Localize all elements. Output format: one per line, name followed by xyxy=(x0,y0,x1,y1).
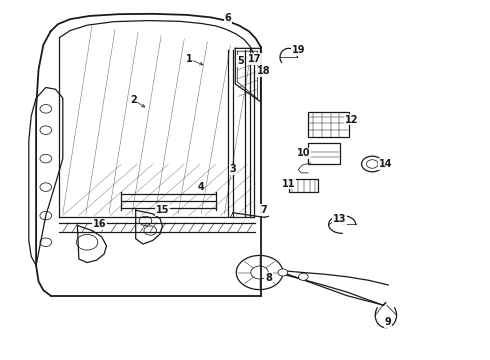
Circle shape xyxy=(298,273,308,280)
Text: 18: 18 xyxy=(257,67,270,76)
Text: 17: 17 xyxy=(248,54,262,64)
Text: 6: 6 xyxy=(224,13,231,23)
Text: 10: 10 xyxy=(296,148,310,158)
Text: 2: 2 xyxy=(130,95,137,105)
Text: 9: 9 xyxy=(385,317,392,327)
Text: 15: 15 xyxy=(156,205,169,215)
Text: 14: 14 xyxy=(379,159,392,169)
Text: 1: 1 xyxy=(186,54,193,64)
Text: 4: 4 xyxy=(198,182,205,192)
Text: 13: 13 xyxy=(333,214,346,224)
Text: 19: 19 xyxy=(292,45,305,55)
Text: 16: 16 xyxy=(93,220,106,229)
Text: 7: 7 xyxy=(260,205,267,215)
Text: 12: 12 xyxy=(345,114,359,125)
Text: 8: 8 xyxy=(265,273,272,283)
Circle shape xyxy=(278,269,288,276)
Text: 5: 5 xyxy=(237,56,244,66)
Text: 11: 11 xyxy=(282,179,295,189)
Text: 3: 3 xyxy=(229,164,236,174)
